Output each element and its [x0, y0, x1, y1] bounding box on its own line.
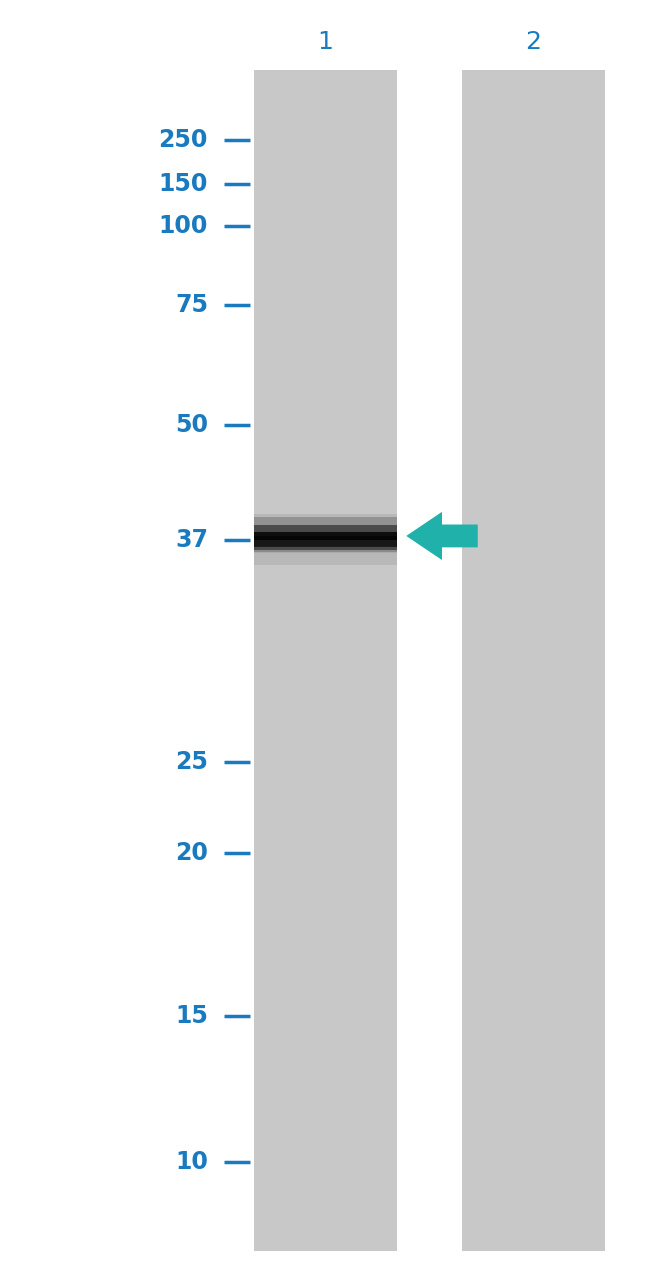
- Text: 37: 37: [175, 528, 208, 551]
- Bar: [254, 546, 396, 554]
- Bar: [462, 70, 604, 1251]
- Text: 20: 20: [175, 842, 208, 865]
- FancyArrow shape: [406, 512, 478, 560]
- Text: 10: 10: [175, 1151, 208, 1173]
- Bar: [254, 525, 396, 550]
- Bar: [254, 536, 396, 546]
- Text: 100: 100: [159, 215, 208, 237]
- Bar: [254, 517, 396, 552]
- Text: 75: 75: [175, 293, 208, 316]
- Text: 250: 250: [159, 128, 208, 151]
- Text: 2: 2: [525, 30, 541, 53]
- Text: 150: 150: [159, 173, 208, 196]
- Bar: [254, 532, 396, 547]
- Bar: [254, 540, 396, 547]
- Text: 15: 15: [175, 1005, 208, 1027]
- Bar: [254, 514, 396, 565]
- Text: 1: 1: [317, 30, 333, 53]
- Bar: [254, 70, 396, 1251]
- Text: 50: 50: [175, 414, 208, 437]
- Text: 25: 25: [175, 751, 208, 773]
